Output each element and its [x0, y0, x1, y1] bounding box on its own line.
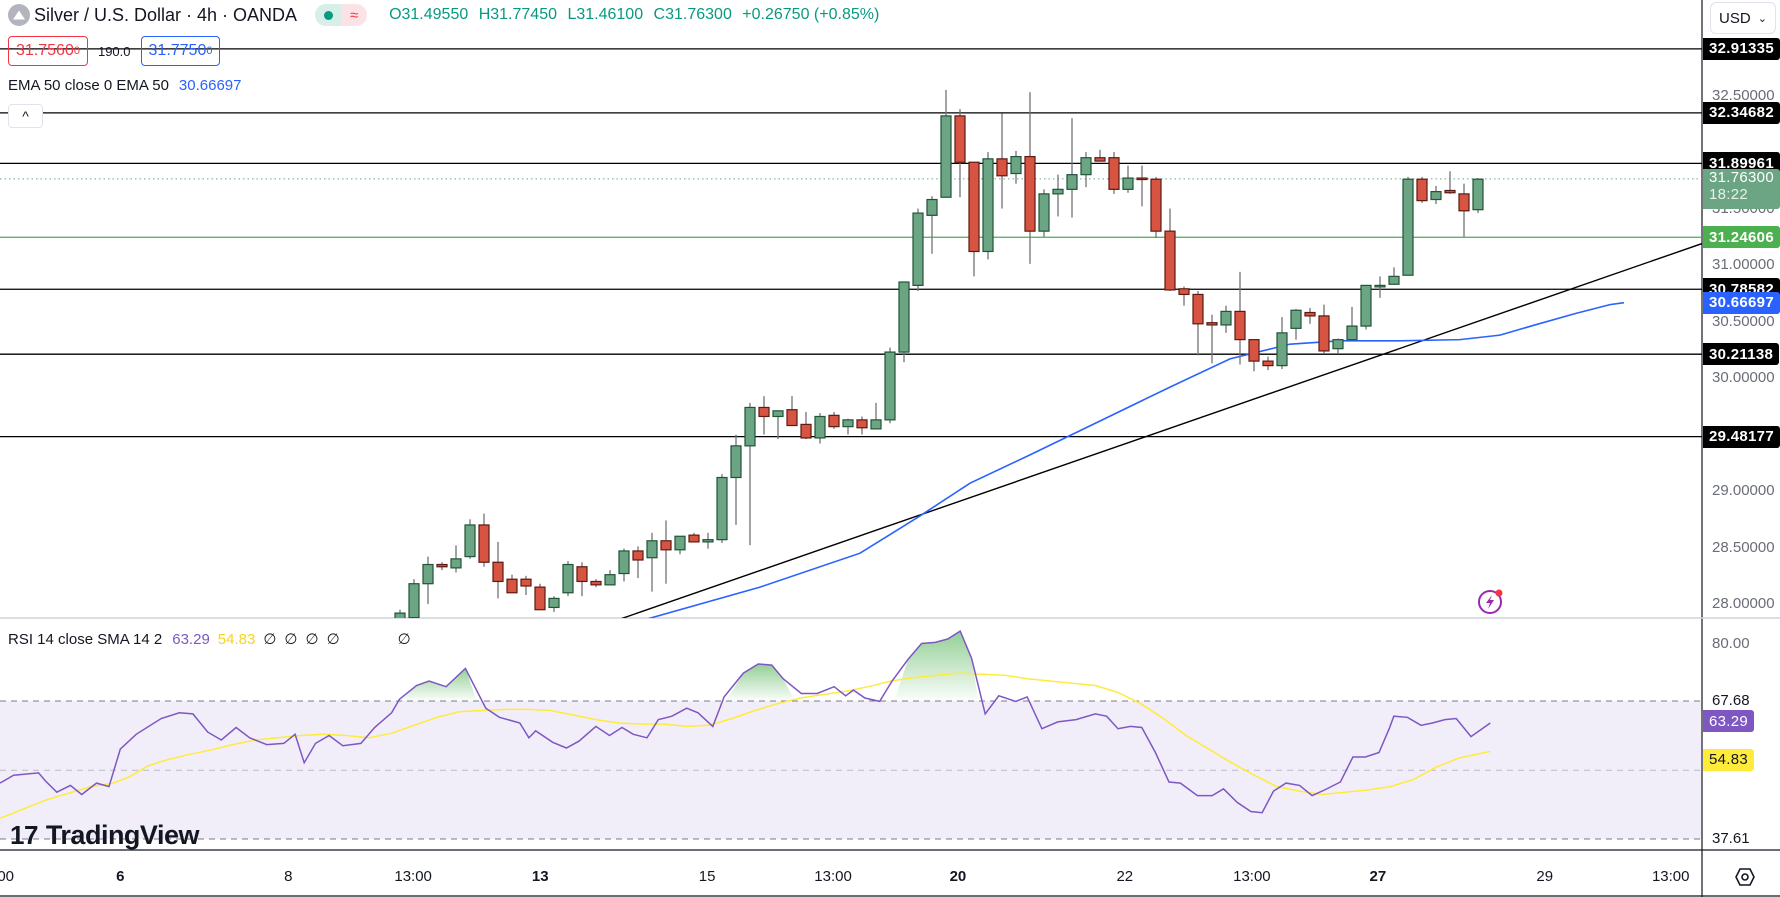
price-tick: 31.00000	[1712, 256, 1775, 274]
rsi-value: 63.29	[172, 630, 210, 648]
rsi-tick: 67.68	[1712, 692, 1750, 709]
time-tick: 13:00	[1233, 868, 1271, 885]
price-tick: 29.00000	[1712, 482, 1775, 500]
time-tick: 13:00	[814, 868, 852, 885]
market-open-dot-icon	[323, 10, 333, 20]
tradingview-logo-text: TradingView	[45, 820, 200, 850]
lightning-alert-icon[interactable]	[1476, 586, 1506, 616]
ohlc-change: +0.26750 (+0.85%)	[742, 6, 880, 23]
time-tick: 27	[1369, 868, 1387, 885]
level-price-label: 30.21138	[1703, 343, 1780, 366]
ema-legend[interactable]: EMA 50 close 0 EMA 50 30.66697	[8, 77, 242, 94]
ema-legend-value: 30.66697	[178, 77, 242, 94]
na-value: ∅	[263, 631, 277, 648]
time-tick: 8	[284, 868, 293, 885]
na-value: ∅	[284, 631, 298, 648]
trade-buttons: 31.7560 0 190.0 31.7750 0	[8, 36, 221, 66]
symbol-title[interactable]: Silver / U.S. Dollar · 4h · OANDA	[34, 4, 298, 25]
level-price-label: 29.48177	[1703, 425, 1780, 448]
time-tick: 29	[1536, 868, 1554, 885]
na-value: ∅	[305, 631, 319, 648]
tradingview-logo-icon: 17	[10, 820, 38, 850]
collapse-legend-button[interactable]: ^	[8, 104, 43, 128]
spread-value: 190.0	[97, 43, 131, 59]
market-status-pill[interactable]: ≈	[315, 4, 368, 26]
time-tick: 00	[0, 868, 15, 885]
price-tick: 28.50000	[1712, 538, 1775, 556]
time-tick: 13:00	[394, 868, 432, 885]
price-tick: 30.50000	[1712, 312, 1775, 330]
symbol-legend[interactable]: Silver / U.S. Dollar · 4h · OANDA ≈ O31.…	[8, 4, 885, 26]
sell-button[interactable]: 31.7560 0	[8, 36, 88, 66]
tradingview-logo[interactable]: 17 TradingView	[10, 820, 199, 851]
chevron-down-icon: ⌄	[1757, 12, 1767, 25]
ohlc-high: H31.77450	[478, 6, 557, 23]
price-tick: 28.00000	[1712, 595, 1775, 613]
rsi-tick: 80.00	[1712, 635, 1750, 653]
chevron-up-icon: ^	[22, 108, 29, 124]
bar-countdown: 18:22	[1709, 185, 1749, 203]
buy-button[interactable]: 31.7750 0	[140, 36, 221, 66]
time-tick: 22	[1116, 868, 1134, 885]
time-tick: 13:00	[1651, 868, 1690, 885]
price-tick: 32.50000	[1712, 86, 1775, 104]
level-price-label: 31.24606	[1703, 226, 1780, 249]
currency-select[interactable]: USD ⌄	[1710, 2, 1776, 34]
ohlc-low: L31.46100	[567, 6, 644, 23]
time-tick: 15	[698, 868, 716, 885]
ohlc-values: O31.49550 H31.77450 L31.46100 C31.76300 …	[389, 6, 885, 24]
rsi-value-label: 63.29	[1703, 710, 1755, 733]
rsi-tick: 37.61	[1712, 830, 1750, 847]
chart-settings-button[interactable]	[1732, 864, 1758, 890]
level-price-label: 32.34682	[1703, 101, 1780, 124]
time-tick: 13	[531, 868, 549, 885]
ema-price-label: 30.66697	[1703, 291, 1780, 314]
time-tick: 20	[949, 868, 967, 885]
rsi-sma-value: 54.83	[217, 630, 256, 648]
level-price-label: 32.91335	[1703, 37, 1780, 60]
rsi-legend-label: RSI 14 close SMA 14 2	[8, 630, 163, 648]
last-price-value: 31.76300	[1709, 168, 1774, 186]
delayed-data-icon: ≈	[341, 4, 368, 26]
na-value: ∅	[326, 631, 340, 648]
price-tick: 30.00000	[1712, 369, 1775, 387]
time-tick: 6	[116, 868, 125, 885]
rsi-sma-value-label: 54.83	[1703, 748, 1755, 771]
gear-icon	[1735, 868, 1755, 886]
ohlc-close: C31.76300	[653, 6, 732, 23]
silver-symbol-icon	[8, 4, 30, 26]
ohlc-open: O31.49550	[389, 6, 469, 23]
currency-value: USD	[1719, 9, 1751, 27]
last-price-label: 31.76300 18:22	[1703, 168, 1780, 209]
ema-legend-label: EMA 50 close 0 EMA 50	[8, 77, 169, 94]
rsi-legend[interactable]: RSI 14 close SMA 14 2 63.29 54.83 ∅ ∅ ∅ …	[8, 630, 411, 649]
na-value: ∅	[397, 631, 411, 648]
